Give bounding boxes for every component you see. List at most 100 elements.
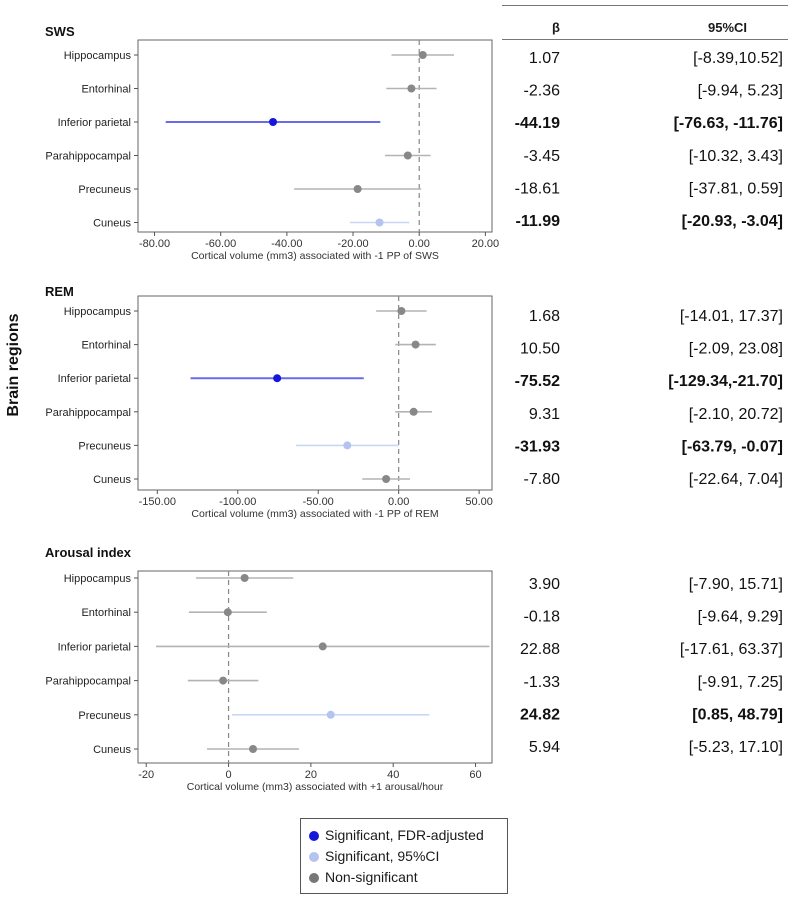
- row-label: Cuneus: [93, 474, 131, 486]
- ci-value: [-2.10, 20.72]: [689, 406, 783, 423]
- ci-value: [-129.34,-21.70]: [668, 373, 783, 390]
- row-label: Inferior parietal: [58, 641, 131, 653]
- ci-value: [0.85, 48.79]: [692, 706, 783, 723]
- ci-value: [-9.91, 7.25]: [698, 674, 783, 691]
- row-label: Hippocampus: [64, 306, 132, 318]
- row-label: Parahippocampal: [45, 407, 131, 419]
- panel-title: REM: [45, 284, 74, 299]
- ci-value: [-63.79, -0.07]: [682, 438, 783, 455]
- beta-value: -1.33: [524, 674, 561, 691]
- plot-frame: [137, 39, 493, 233]
- row-label: Entorhinal: [81, 84, 131, 96]
- y-axis-title: Brain regions: [5, 313, 22, 416]
- x-tick-label: 20: [305, 769, 317, 781]
- x-tick-label: 0.00: [409, 238, 430, 250]
- row-label: Cuneus: [93, 744, 131, 756]
- ci-value: [-10.32, 3.43]: [689, 148, 783, 165]
- panel-title: Arousal index: [45, 545, 132, 560]
- beta-value: 22.88: [520, 641, 560, 658]
- x-axis-label: Cortical volume (mm3) associated with -1…: [191, 250, 439, 262]
- beta-value: -7.80: [524, 471, 561, 488]
- estimate-point: [326, 710, 335, 719]
- estimate-point: [397, 307, 406, 315]
- beta-value: -3.45: [524, 148, 561, 165]
- ci-value: [-76.63, -11.76]: [674, 115, 783, 132]
- beta-value: 1.07: [529, 50, 560, 67]
- beta-value: 5.94: [529, 739, 560, 756]
- x-tick-label: -100.00: [219, 496, 256, 508]
- x-axis-label: Cortical volume (mm3) associated with -1…: [191, 508, 438, 520]
- x-tick-label: -20.00: [337, 238, 368, 250]
- panel-title: SWS: [45, 24, 75, 39]
- x-tick-label: -20: [138, 769, 154, 781]
- x-tick-label: -50.00: [303, 496, 334, 508]
- x-tick-label: -150.00: [139, 496, 176, 508]
- beta-value: -18.61: [515, 180, 560, 197]
- ci-value: [-7.90, 15.71]: [689, 576, 783, 593]
- legend-label-nonsig: Non-significant: [325, 869, 418, 885]
- row-label: Cuneus: [93, 218, 131, 230]
- ci-value: [-22.64, 7.04]: [689, 471, 783, 488]
- row-label: Inferior parietal: [58, 117, 131, 129]
- estimate-point: [409, 407, 418, 416]
- table-top-rule: [502, 5, 788, 6]
- row-label: Precuneus: [78, 440, 131, 452]
- legend: Significant, FDR-adjusted Significant, 9…: [300, 818, 508, 894]
- estimate-point: [273, 374, 282, 383]
- row-label: Precuneus: [78, 710, 131, 722]
- estimate-point: [249, 745, 258, 753]
- ci-value: [-9.94, 5.23]: [698, 83, 783, 100]
- beta-value: 1.68: [529, 308, 560, 325]
- x-tick-label: 60: [469, 769, 481, 781]
- row-label: Entorhinal: [81, 340, 131, 352]
- legend-item-ci: Significant, 95%CI: [309, 846, 439, 866]
- x-tick-label: 20.00: [472, 238, 500, 250]
- beta-value: 3.90: [529, 576, 560, 593]
- beta-value: 9.31: [529, 406, 560, 423]
- ci-value: [-14.01, 17.37]: [680, 308, 783, 325]
- estimate-point: [411, 340, 420, 349]
- ci-value: [-5.23, 17.10]: [689, 739, 783, 756]
- row-label: Precuneus: [78, 184, 131, 196]
- estimate-point: [382, 475, 391, 483]
- x-tick-label: 40: [387, 769, 399, 781]
- estimate-point: [375, 218, 384, 227]
- table-header-rule: [502, 39, 788, 40]
- legend-item-fdr: Significant, FDR-adjusted: [309, 825, 484, 845]
- beta-value: -75.52: [515, 373, 560, 390]
- beta-value: -2.36: [524, 83, 561, 100]
- estimate-point: [318, 642, 327, 651]
- estimate-point: [240, 574, 249, 582]
- legend-label-ci: Significant, 95%CI: [325, 848, 440, 864]
- beta-column-header: β: [552, 20, 560, 35]
- estimate-point: [343, 441, 352, 450]
- estimate-point: [353, 185, 362, 193]
- row-label: Parahippocampal: [45, 676, 131, 688]
- ci-value: [-9.64, 9.29]: [698, 609, 783, 626]
- beta-value: -11.99: [516, 213, 561, 230]
- row-label: Hippocampus: [64, 50, 132, 62]
- plot-frame: [137, 295, 493, 491]
- beta-value: 24.82: [520, 706, 560, 723]
- x-axis-label: Cortical volume (mm3) associated with +1…: [187, 781, 444, 793]
- x-tick-label: -60.00: [205, 238, 236, 250]
- estimate-point: [219, 676, 228, 685]
- legend-swatch-fdr: [309, 831, 319, 841]
- x-tick-label: 0: [225, 769, 231, 781]
- x-tick-label: 50.00: [465, 496, 493, 508]
- x-tick-label: -80.00: [139, 238, 170, 250]
- beta-value: 10.50: [520, 341, 560, 358]
- legend-swatch-nonsig: [309, 873, 319, 883]
- ci-value: [-17.61, 63.37]: [680, 641, 783, 658]
- beta-value: -31.93: [515, 438, 560, 455]
- legend-item-nonsig: Non-significant: [309, 867, 418, 887]
- legend-label-fdr: Significant, FDR-adjusted: [325, 827, 484, 843]
- row-label: Parahippocampal: [45, 151, 131, 163]
- ci-value: [-37.81, 0.59]: [689, 180, 783, 197]
- estimate-point: [418, 51, 427, 59]
- row-label: Inferior parietal: [58, 373, 131, 385]
- ci-value: [-8.39,10.52]: [693, 50, 783, 67]
- x-tick-label: 0.00: [388, 496, 409, 508]
- estimate-point: [223, 608, 232, 617]
